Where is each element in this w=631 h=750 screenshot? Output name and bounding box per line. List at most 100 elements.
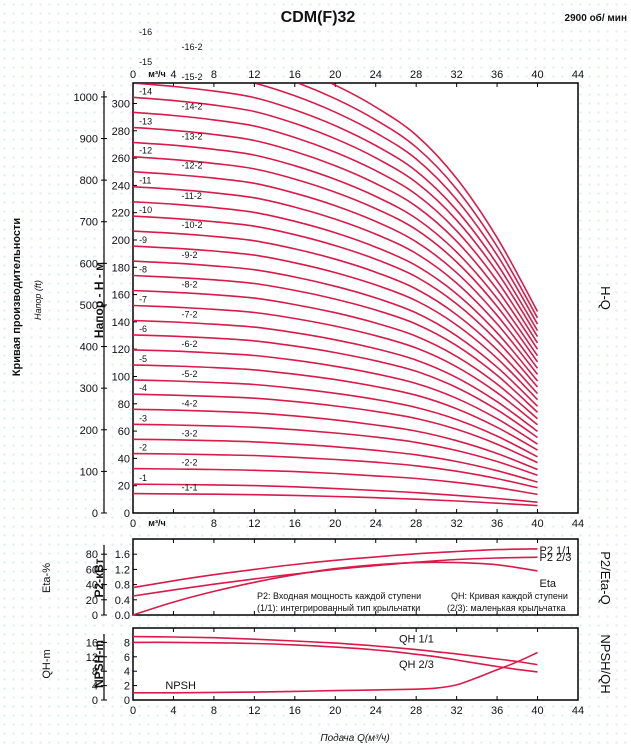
npsh-tick-label: 4 — [124, 666, 130, 678]
npsh-curve-npsh — [132, 651, 538, 694]
x-tick-label: 24 — [370, 518, 382, 530]
qh-axis-title: QH-m — [41, 649, 53, 678]
hq-chart: 4 8 12 16 20 24 28 32 36 40 44 0 м³/ч 0 8 12 16 20 24 28 32 3… — [11, 27, 613, 530]
x-tick-label: 36 — [491, 518, 503, 530]
eta-axis-title: Eta-% — [41, 563, 53, 593]
hq-curve-15 — [254, 84, 539, 325]
hq-curve-5-2 — [133, 379, 538, 458]
x-tick-label: 12 — [248, 705, 260, 717]
hq-curve-label: -5 — [139, 354, 147, 364]
x-tick-label: 8 — [211, 705, 217, 717]
npsh-tick-label: 2 — [124, 681, 130, 693]
hq-curve-label: -16-2 — [182, 42, 203, 52]
hq-curve-2-2 — [133, 467, 538, 496]
hq-curve-6 — [133, 334, 538, 439]
npsh-curve-qh11 — [132, 635, 538, 666]
eta-tick-label: 0 — [92, 610, 98, 622]
hq-curve-label: -9 — [139, 235, 147, 245]
p2-tick-label: 0.4 — [115, 595, 130, 607]
p2-axis-title: P2-кВт — [92, 558, 106, 597]
x-tick-label: 20 — [329, 69, 341, 81]
eta-tick-label: 20 — [86, 595, 98, 607]
npsh-qh-chart: 0 4 8 12 16 20 24 28 32 36 40 44024680481216NPSH-mQ… — [41, 627, 613, 744]
rotation-speed-label: 2900 об/ мин — [565, 12, 627, 24]
p2-plot-frame — [132, 538, 579, 616]
npsh-tick-label: 0 — [124, 695, 130, 707]
hq-side-label: H-Q — [598, 286, 613, 310]
p2-side-label: P2/Eta-Q — [598, 551, 613, 604]
hq-curve-label: -6 — [139, 324, 147, 334]
y-tick-label: 20 — [118, 481, 130, 493]
note-p2: P2: Входная мощность каждой ступени — [257, 591, 421, 601]
note-impeller-1-1: (1/1): интегрированный тип крыльчатки — [257, 603, 420, 613]
x-tick-label: 0 — [130, 69, 136, 81]
y-tick-label: 220 — [112, 208, 130, 220]
hq-curve-label: -5-2 — [182, 369, 198, 379]
hq-curve-9 — [133, 245, 539, 401]
x-tick-label: 44 — [572, 518, 584, 530]
p2-tick-label: 0.8 — [115, 580, 130, 592]
y-tick-label: 100 — [112, 371, 130, 383]
hq-curve-8 — [133, 274, 539, 413]
x-unit-label-bottom: м³/ч — [148, 518, 165, 528]
x-tick-label: 16 — [289, 69, 301, 81]
ft-tick-label: 400 — [80, 342, 98, 354]
npsh-axis-title: NPSH-m — [92, 640, 106, 688]
p2-curve-eta — [132, 561, 538, 616]
hq-curve-label: -9-2 — [182, 250, 198, 260]
ft-tick-label: 0 — [92, 508, 98, 520]
hq-curve-label: -12-2 — [182, 161, 203, 171]
hq-curve-label: -14-2 — [182, 101, 203, 111]
npsh-tick-label: 8 — [124, 637, 130, 649]
hq-curve-15-2 — [135, 84, 539, 332]
npsh-plot-frame — [132, 627, 579, 701]
x-tick-label: 24 — [370, 705, 382, 717]
npsh-tick-label: 6 — [124, 652, 130, 664]
x-tick-label: 40 — [531, 518, 543, 530]
hq-curve-1 — [133, 483, 538, 503]
hq-curve-12-2 — [133, 170, 539, 369]
x-tick-label: 4 — [170, 705, 176, 717]
hq-curve-label: -4-2 — [182, 398, 198, 408]
hq-curve-label: -2-2 — [182, 458, 198, 468]
qh-tick-label: 16 — [86, 637, 98, 649]
eta-tick-label: 60 — [86, 564, 98, 576]
hq-curve-label: -12 — [139, 146, 152, 156]
y-tick-label: 200 — [112, 235, 130, 247]
p2-tick-label: 0.0 — [115, 610, 130, 622]
note-impeller-2-3: (2/3): маленькая крыльчатка — [447, 603, 566, 613]
hq-curve-4 — [133, 393, 538, 464]
hq-curve-label: -2 — [139, 443, 147, 453]
hq-curve-11 — [133, 185, 539, 375]
x-tick-label: 36 — [491, 69, 503, 81]
eta-tick-label: 40 — [86, 580, 98, 592]
ft-tick-label: 600 — [80, 258, 98, 270]
eta-tick-label: 80 — [86, 549, 98, 561]
ft-axis-title: Напор (ft) — [33, 280, 43, 320]
x-tick-label: 44 — [572, 705, 584, 717]
performance-curve-title: Кривая производительности — [11, 218, 23, 376]
npsh-curve-qh23 — [132, 641, 538, 673]
ft-tick-label: 900 — [80, 134, 98, 146]
x-tick-label: 28 — [410, 705, 422, 717]
hq-curve-label: -10-2 — [182, 220, 203, 230]
y-tick-label: 160 — [112, 290, 130, 302]
hq-curve-1-1 — [133, 492, 538, 507]
hq-curve-label: -4 — [139, 383, 147, 393]
hq-curve-3-2 — [133, 438, 538, 483]
y-tick-label: 60 — [118, 426, 130, 438]
x-tick-label: 0 — [130, 518, 136, 530]
hq-curve-8-2 — [133, 289, 539, 420]
hq-curve-12 — [133, 155, 539, 363]
x-tick-label: 40 — [531, 69, 543, 81]
x-tick-label: 44 — [572, 69, 584, 81]
hq-curve-label: -6-2 — [182, 339, 198, 349]
npsh-curve-label: NPSH — [165, 680, 196, 692]
y-tick-label: 0 — [124, 508, 130, 520]
hq-curve-14 — [133, 96, 539, 338]
hq-curve-label: -8-2 — [182, 279, 198, 289]
y-tick-label: 300 — [112, 98, 130, 110]
chart-title: CDM(F)32 — [281, 9, 356, 26]
qh-tick-label: 8 — [92, 666, 98, 678]
ft-tick-label: 100 — [80, 466, 98, 478]
